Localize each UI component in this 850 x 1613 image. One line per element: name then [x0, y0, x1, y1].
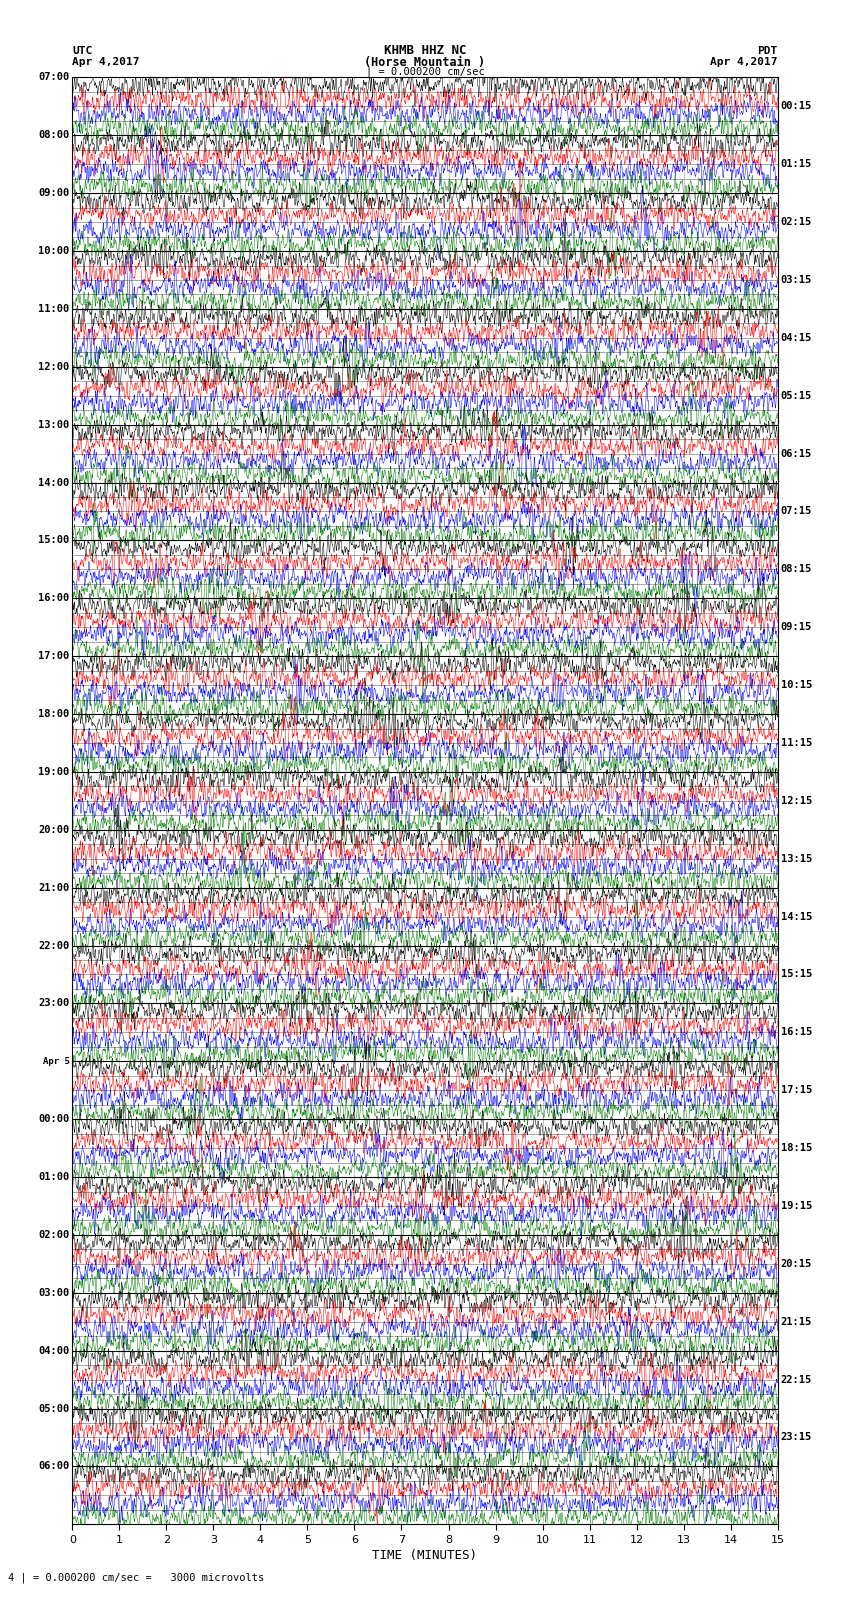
Text: 08:15: 08:15: [780, 565, 812, 574]
Text: 17:15: 17:15: [780, 1086, 812, 1095]
Text: 12:15: 12:15: [780, 795, 812, 806]
Text: 22:00: 22:00: [38, 940, 70, 950]
X-axis label: TIME (MINUTES): TIME (MINUTES): [372, 1548, 478, 1561]
Text: 07:15: 07:15: [780, 506, 812, 516]
Text: 05:00: 05:00: [38, 1403, 70, 1413]
Text: 14:15: 14:15: [780, 911, 812, 921]
Text: 22:15: 22:15: [780, 1374, 812, 1384]
Text: 21:00: 21:00: [38, 882, 70, 892]
Text: | = 0.000200 cm/sec: | = 0.000200 cm/sec: [366, 66, 484, 77]
Text: 21:15: 21:15: [780, 1316, 812, 1327]
Text: 16:00: 16:00: [38, 594, 70, 603]
Text: 10:15: 10:15: [780, 681, 812, 690]
Text: 07:00: 07:00: [38, 73, 70, 82]
Text: 16:15: 16:15: [780, 1027, 812, 1037]
Text: 01:00: 01:00: [38, 1173, 70, 1182]
Text: 23:15: 23:15: [780, 1432, 812, 1442]
Text: 19:15: 19:15: [780, 1202, 812, 1211]
Text: 15:00: 15:00: [38, 536, 70, 545]
Text: 03:00: 03:00: [38, 1287, 70, 1298]
Text: 04:00: 04:00: [38, 1345, 70, 1355]
Text: 18:00: 18:00: [38, 710, 70, 719]
Text: 02:00: 02:00: [38, 1231, 70, 1240]
Text: 09:00: 09:00: [38, 189, 70, 198]
Text: 20:00: 20:00: [38, 824, 70, 836]
Text: 06:15: 06:15: [780, 448, 812, 458]
Text: 12:00: 12:00: [38, 361, 70, 371]
Text: 01:15: 01:15: [780, 160, 812, 169]
Text: (Horse Mountain ): (Horse Mountain ): [365, 55, 485, 69]
Text: 06:00: 06:00: [38, 1461, 70, 1471]
Text: 13:00: 13:00: [38, 419, 70, 429]
Text: 14:00: 14:00: [38, 477, 70, 487]
Text: 05:15: 05:15: [780, 390, 812, 400]
Text: KHMB HHZ NC: KHMB HHZ NC: [383, 44, 467, 58]
Text: 13:15: 13:15: [780, 853, 812, 863]
Text: 17:00: 17:00: [38, 652, 70, 661]
Text: 11:15: 11:15: [780, 739, 812, 748]
Text: 4 | = 0.000200 cm/sec =   3000 microvolts: 4 | = 0.000200 cm/sec = 3000 microvolts: [8, 1573, 264, 1582]
Text: 11:00: 11:00: [38, 303, 70, 315]
Text: 10:00: 10:00: [38, 247, 70, 256]
Text: 00:15: 00:15: [780, 102, 812, 111]
Text: 15:15: 15:15: [780, 969, 812, 979]
Text: 20:15: 20:15: [780, 1258, 812, 1269]
Text: 18:15: 18:15: [780, 1144, 812, 1153]
Text: UTC: UTC: [72, 45, 93, 56]
Text: 19:00: 19:00: [38, 766, 70, 777]
Text: 04:15: 04:15: [780, 332, 812, 344]
Text: 03:15: 03:15: [780, 274, 812, 286]
Text: Apr 5: Apr 5: [42, 1057, 70, 1066]
Text: 09:15: 09:15: [780, 623, 812, 632]
Text: 00:00: 00:00: [38, 1115, 70, 1124]
Text: Apr 4,2017: Apr 4,2017: [72, 56, 139, 68]
Text: 23:00: 23:00: [38, 998, 70, 1008]
Text: Apr 4,2017: Apr 4,2017: [711, 56, 778, 68]
Text: 08:00: 08:00: [38, 131, 70, 140]
Text: PDT: PDT: [757, 45, 778, 56]
Text: 02:15: 02:15: [780, 218, 812, 227]
